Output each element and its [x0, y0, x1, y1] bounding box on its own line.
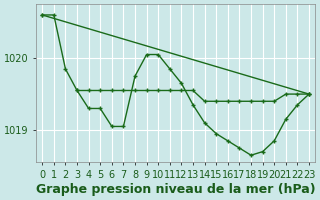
X-axis label: Graphe pression niveau de la mer (hPa): Graphe pression niveau de la mer (hPa): [36, 183, 316, 196]
